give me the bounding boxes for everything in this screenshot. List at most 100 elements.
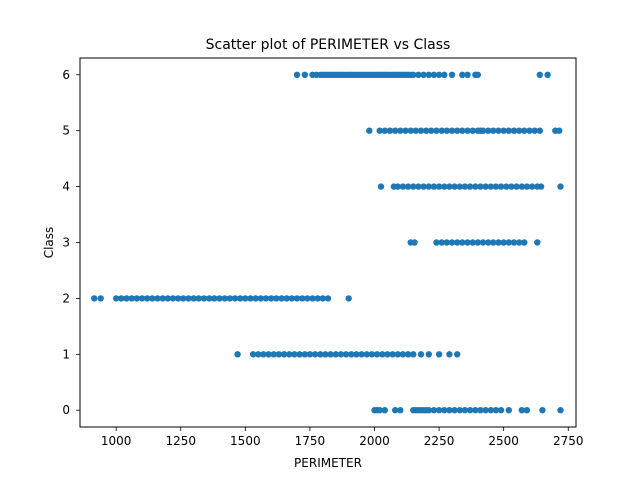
data-point bbox=[296, 351, 303, 358]
data-point bbox=[500, 127, 507, 134]
data-point bbox=[466, 407, 474, 414]
data-point bbox=[128, 295, 135, 302]
data-point bbox=[293, 295, 301, 302]
data-point bbox=[164, 295, 171, 302]
data-point bbox=[456, 183, 463, 190]
data-point bbox=[301, 71, 308, 79]
data-point bbox=[149, 295, 156, 302]
data-point bbox=[138, 295, 146, 302]
data-point bbox=[399, 183, 407, 190]
data-point bbox=[415, 71, 422, 79]
data-point bbox=[472, 183, 479, 190]
x-axis-ticks: 1000 1250 1500 1750 2000 2250 2500 2750 bbox=[101, 427, 584, 448]
data-point bbox=[324, 295, 332, 302]
y-tick-label: 6 bbox=[62, 68, 70, 82]
data-point bbox=[169, 295, 177, 302]
data-point bbox=[373, 351, 381, 358]
data-point bbox=[513, 183, 520, 190]
data-point bbox=[510, 127, 518, 134]
data-point bbox=[144, 295, 151, 302]
data-point bbox=[505, 127, 512, 134]
data-point bbox=[154, 295, 161, 302]
data-point bbox=[464, 71, 471, 79]
data-point bbox=[456, 407, 463, 414]
data-point bbox=[368, 351, 376, 358]
data-point bbox=[487, 183, 494, 190]
data-point bbox=[441, 71, 448, 79]
y-tick-label: 4 bbox=[62, 180, 70, 194]
data-point bbox=[537, 183, 545, 190]
data-point bbox=[260, 351, 267, 358]
data-point bbox=[516, 239, 523, 246]
data-point bbox=[526, 127, 533, 134]
data-point bbox=[425, 183, 432, 190]
y-tick-label: 5 bbox=[62, 124, 70, 138]
data-point bbox=[441, 407, 448, 414]
data-point bbox=[411, 239, 418, 246]
data-point bbox=[472, 407, 479, 414]
x-tick-label: 2750 bbox=[553, 434, 584, 448]
data-point bbox=[195, 295, 202, 302]
y-tick-label: 0 bbox=[62, 403, 70, 417]
data-point bbox=[216, 295, 223, 302]
x-tick-label: 1750 bbox=[295, 434, 326, 448]
data-point bbox=[490, 127, 497, 134]
data-point bbox=[435, 351, 443, 358]
data-point bbox=[412, 127, 419, 134]
data-point bbox=[423, 127, 430, 134]
data-point bbox=[528, 183, 536, 190]
data-point bbox=[503, 183, 510, 190]
data-point bbox=[518, 183, 525, 190]
data-point bbox=[435, 183, 443, 190]
data-point bbox=[278, 295, 285, 302]
data-point bbox=[521, 127, 528, 134]
data-point bbox=[492, 407, 500, 414]
data-point bbox=[482, 183, 489, 190]
data-point bbox=[97, 295, 104, 302]
y-axis-label: Class bbox=[42, 227, 56, 259]
data-point bbox=[557, 407, 564, 414]
data-point bbox=[237, 295, 244, 302]
data-point bbox=[446, 183, 453, 190]
data-point bbox=[469, 239, 476, 246]
data-point bbox=[495, 239, 502, 246]
data-point bbox=[275, 351, 283, 358]
data-point bbox=[384, 351, 391, 358]
data-point bbox=[159, 295, 166, 302]
data-point bbox=[221, 295, 228, 302]
data-point bbox=[451, 183, 458, 190]
data-point bbox=[270, 351, 277, 358]
data-point bbox=[438, 127, 445, 134]
data-points bbox=[91, 71, 564, 414]
data-point bbox=[448, 127, 456, 134]
data-point bbox=[459, 239, 466, 246]
data-point bbox=[417, 127, 425, 134]
data-point bbox=[433, 127, 440, 134]
data-point bbox=[376, 407, 383, 414]
data-point bbox=[211, 295, 218, 302]
data-point bbox=[410, 183, 417, 190]
data-point bbox=[430, 71, 438, 79]
data-point bbox=[454, 239, 461, 246]
data-point bbox=[521, 239, 528, 246]
data-point bbox=[322, 351, 329, 358]
data-point bbox=[379, 351, 386, 358]
data-point bbox=[402, 127, 409, 134]
data-point bbox=[415, 183, 422, 190]
data-point bbox=[495, 127, 502, 134]
data-point bbox=[466, 183, 474, 190]
data-point bbox=[273, 295, 280, 302]
data-point bbox=[420, 183, 427, 190]
data-point bbox=[123, 295, 130, 302]
data-point bbox=[299, 295, 306, 302]
data-point bbox=[443, 127, 450, 134]
data-point bbox=[175, 295, 182, 302]
data-point bbox=[428, 127, 435, 134]
data-point bbox=[407, 127, 414, 134]
data-point bbox=[487, 407, 494, 414]
y-tick-label: 3 bbox=[62, 236, 70, 250]
data-point bbox=[474, 71, 481, 79]
data-point bbox=[265, 351, 272, 358]
data-point bbox=[226, 295, 233, 302]
